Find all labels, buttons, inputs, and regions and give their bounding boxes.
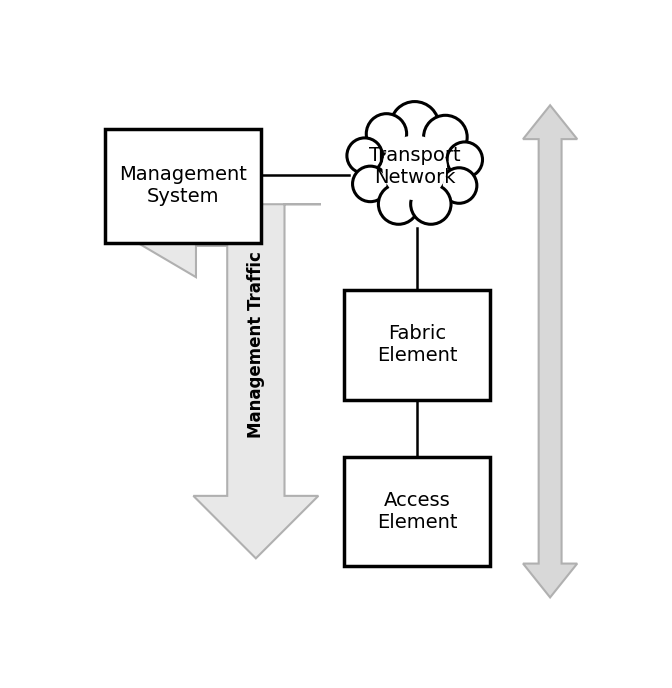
Bar — [345, 290, 491, 400]
Circle shape — [411, 184, 451, 224]
Bar — [345, 457, 491, 566]
Circle shape — [378, 184, 419, 224]
Circle shape — [442, 168, 477, 203]
Polygon shape — [523, 105, 577, 597]
Text: Management Traffic: Management Traffic — [247, 251, 265, 438]
Circle shape — [423, 116, 467, 159]
Text: Access
Element: Access Element — [377, 491, 458, 532]
Text: Management
System: Management System — [119, 166, 247, 206]
Bar — [105, 129, 261, 244]
Polygon shape — [108, 173, 321, 559]
Circle shape — [366, 114, 407, 154]
Circle shape — [353, 166, 388, 202]
Circle shape — [382, 136, 447, 200]
Circle shape — [390, 102, 439, 150]
Text: Fabric
Element: Fabric Element — [377, 324, 458, 365]
Text: Transport
Network: Transport Network — [369, 146, 460, 186]
Circle shape — [347, 138, 382, 173]
Circle shape — [447, 142, 482, 178]
